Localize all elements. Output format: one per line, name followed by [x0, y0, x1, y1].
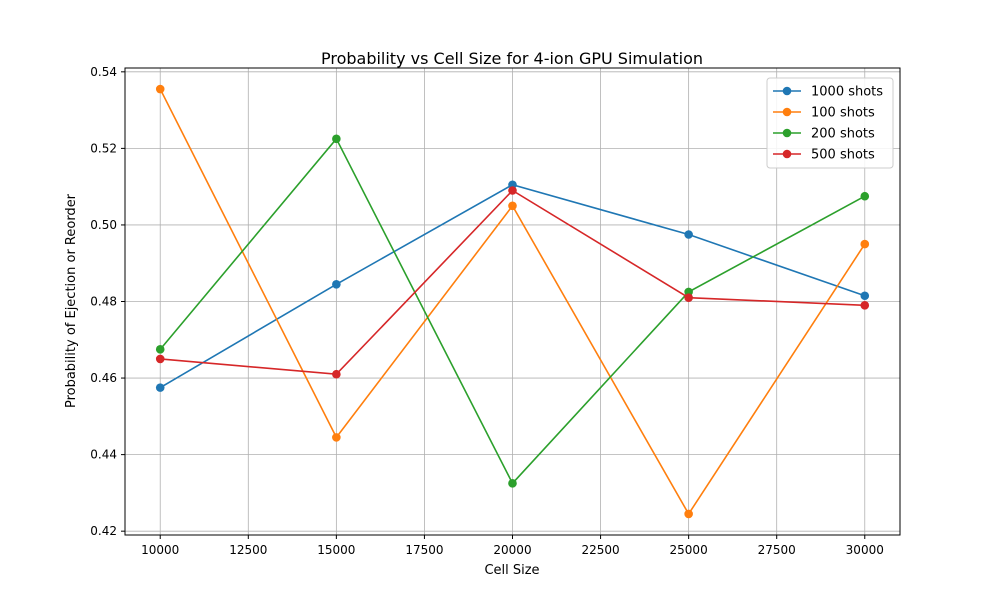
y-tick-label: 0.54 — [90, 65, 117, 79]
legend-label: 500 shots — [811, 148, 875, 163]
legend-item: 500 shots — [773, 148, 875, 163]
y-tick-label: 0.44 — [90, 448, 117, 462]
data-point — [332, 369, 341, 379]
series-500-shots — [155, 186, 870, 379]
x-tick-label: 22500 — [581, 543, 619, 557]
x-axis: 10000 12500 15000 17500 20000 22500 25000 27500… — [141, 535, 884, 557]
data-point — [155, 383, 165, 392]
data-point — [332, 279, 341, 289]
x-axis-label: Cell Size — [484, 563, 539, 578]
legend-label: 200 shots — [811, 127, 875, 142]
x-tick-label: 10000 — [141, 543, 179, 557]
chart-title: Probability vs Cell Size for 4-ion GPU S… — [321, 49, 703, 68]
y-tick-label: 0.42 — [90, 524, 117, 538]
data-point — [684, 293, 693, 302]
x-tick-label: 15000 — [317, 543, 355, 557]
legend-swatch-marker — [782, 107, 792, 117]
data-point — [332, 134, 341, 144]
data-point — [684, 230, 693, 239]
legend-label: 100 shots — [811, 106, 875, 121]
legend-swatch-marker — [782, 86, 792, 96]
legend-item: 200 shots — [773, 127, 875, 142]
data-point — [155, 84, 165, 94]
data-point — [684, 509, 693, 519]
x-tick-label: 27500 — [758, 543, 796, 557]
x-tick-label: 20000 — [493, 543, 531, 557]
y-tick-label: 0.52 — [90, 141, 117, 155]
data-point — [155, 345, 165, 354]
legend: 1000 shots 100 shots 200 shots 500 shots — [766, 77, 894, 169]
y-tick-label: 0.46 — [90, 371, 117, 385]
data-point — [860, 239, 870, 249]
y-axis-label: Probability of Ejection or Reorder — [64, 193, 79, 408]
x-tick-label: 12500 — [229, 543, 267, 557]
data-point — [508, 186, 517, 195]
x-tick-label: 17500 — [405, 543, 443, 557]
series-layer — [155, 84, 870, 519]
data-point — [860, 301, 870, 310]
legend-item: 100 shots — [773, 106, 875, 121]
legend-item: 1000 shots — [773, 85, 883, 100]
data-point — [860, 191, 870, 201]
legend-swatch-marker — [782, 128, 792, 138]
y-tick-label: 0.50 — [90, 218, 117, 232]
legend-label: 1000 shots — [811, 85, 883, 100]
y-axis: 0.42 0.44 0.46 0.48 0.50 0.52 0.54 — [90, 65, 125, 538]
x-tick-label: 25000 — [670, 543, 708, 557]
data-point — [155, 354, 165, 364]
y-tick-label: 0.48 — [90, 295, 117, 309]
series-100-shots — [155, 84, 870, 519]
data-point — [860, 291, 870, 301]
legend-box — [766, 77, 894, 169]
data-point — [508, 201, 517, 211]
data-point — [508, 479, 517, 488]
x-tick-label: 30000 — [846, 543, 884, 557]
data-point — [332, 433, 341, 442]
legend-swatch-marker — [782, 149, 792, 159]
